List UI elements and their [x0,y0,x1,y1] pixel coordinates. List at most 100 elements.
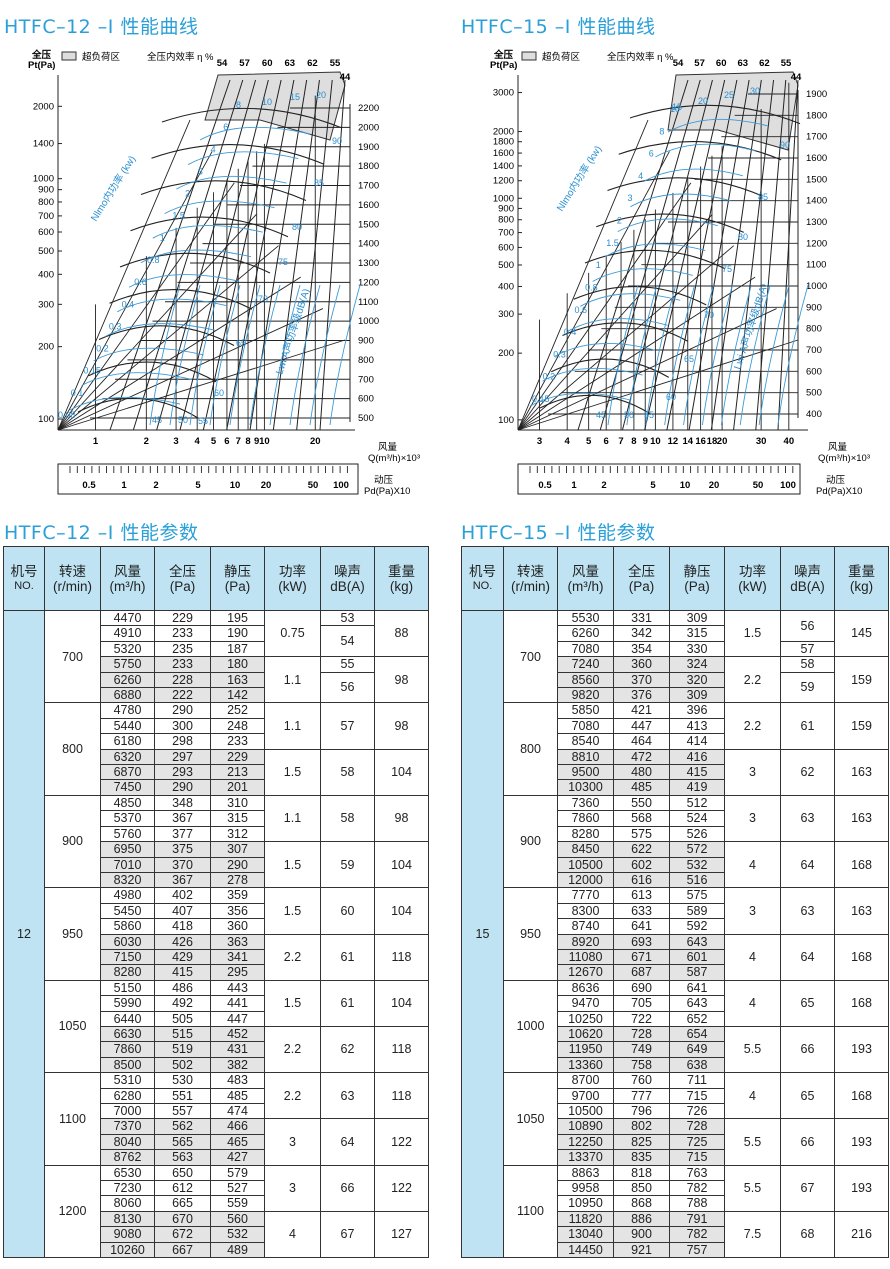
noise-value-label: 80 [292,222,302,232]
flow-cell: 5530 [557,609,614,627]
left-spec-table: 机号 NO. 转速 (r/min) 风量 (m³/h) 全压 (Pa) 静压 (Pa) 功率 (kW)… [3,546,429,1259]
power-value-label: 3 [198,166,203,176]
flow-cell: 5370 [100,810,155,827]
flow-cell: 8500 [100,1056,155,1074]
table-row: 8920 693 643 4 64 168 [462,933,889,981]
table-row: 1050 5150 486 443 1.5 61 104 [4,979,429,1074]
flow-cell: 9080 [100,1226,155,1243]
header-weight: 重量 (kg) [374,546,429,611]
power-cell: 4 [724,933,781,981]
right-performance-chart: 超负荷区 全压内效率 η % 全压 Pt(Pa) 3000 2000 1800 1600 140… [458,40,890,502]
power-cell: 4 [724,1072,781,1120]
y-tick-label: 2000 [33,101,54,112]
noise-value-label: 60 [214,388,224,398]
total-pressure-cell: 222 [154,687,211,704]
power-cell: 2.2 [724,702,781,750]
total-pressure-cell: 415 [154,964,211,981]
flow-cell: 7010 [100,856,155,873]
power-cell: 3 [724,887,781,935]
speed-cell: 1100 [44,1072,101,1166]
noise-curve [777,284,809,426]
static-pressure-cell: 763 [669,1164,725,1182]
total-pressure-cell: 690 [613,979,670,997]
weight-cell: 122 [374,1164,429,1212]
static-pressure-cell: 229 [210,748,265,766]
table-row: 6260 228 163 56 [4,671,429,704]
noise-cell: 67 [320,1210,375,1259]
total-pressure-cell: 502 [154,1056,211,1074]
power-cell: 3 [264,1118,321,1166]
weight-cell: 145 [834,609,889,658]
power-value-label: 6 [223,122,228,132]
x-tick-label: 3 [173,436,178,447]
flow-cell: 6030 [100,933,155,950]
weight-cell: 98 [374,702,429,750]
total-pressure-cell: 633 [613,902,670,920]
static-pressure-cell: 290 [210,856,265,873]
efficiency-label: 全压内效率 η % [607,51,674,63]
noise-value-label: 55 [644,410,654,420]
power-value-label: 0.1 [71,388,84,398]
noise-cell: 62 [320,1025,375,1074]
power-curve [69,396,181,411]
header-power: 功率 (kW) [724,546,781,611]
speed-label: 500 [358,413,374,424]
flow-cell: 5750 [100,656,155,673]
noise-curve [249,284,281,426]
flow-cell: 7080 [557,640,614,658]
table-row: 6180 298 233 [4,733,429,750]
noise-cell: 55 [320,656,375,673]
power-curve [117,298,228,313]
speed-label: 1000 [806,281,827,292]
noise-curve [329,284,361,426]
total-pressure-cell: 290 [154,779,211,796]
x-tick-label: 9 [643,436,648,447]
table-row: 7000 557 474 [4,1102,429,1120]
total-pressure-cell: 375 [154,841,211,858]
static-pressure-cell: 142 [210,687,265,704]
table-row: 950 4980 402 359 1.5 60 104 [4,887,429,981]
total-pressure-cell: 367 [154,810,211,827]
noise-cell: 64 [780,841,835,889]
speed-cell: 900 [44,794,101,889]
static-pressure-cell: 788 [669,1195,725,1212]
header-machine-unit: NO. [14,579,34,592]
total-pressure-cell: 530 [154,1072,211,1089]
y-axis-label: Pt(Pa) [28,60,55,71]
flow-cell: 8450 [557,841,614,858]
static-pressure-cell: 295 [210,964,265,981]
noise-curve [758,284,790,426]
noise-value-label: 75 [278,257,288,267]
top-efficiency-label: 55 [330,58,341,69]
static-pressure-cell: 414 [669,733,725,750]
table-row: 1200 6530 650 579 3 66 122 [4,1164,429,1259]
flow-cell: 6440 [100,1010,155,1027]
efficiency-diagonal [710,79,762,431]
header-machine-label: 机号 [10,563,38,579]
pressure-curve [151,144,325,165]
top-efficiency-label: 57 [694,58,705,69]
power-curve [554,343,656,357]
system-curve [517,151,670,431]
weight-cell: 98 [374,656,429,704]
header-power-unit: (kW) [738,578,767,594]
speed-label: 700 [358,374,374,385]
x-tick-label: 30 [756,436,767,447]
table-row: 6870 293 213 [4,764,429,781]
flow-cell: 7150 [100,948,155,966]
total-pressure-cell: 331 [613,609,670,627]
power-value-label: 0.08 [58,410,76,420]
power-cell: 5.5 [724,1118,781,1166]
power-value-label: 0.4 [122,299,135,309]
x-axis-label-cn: 风量 [378,442,398,453]
static-pressure-cell: 441 [210,995,265,1012]
total-pressure-cell: 429 [154,948,211,966]
y-tick-label: 1000 [493,193,514,204]
legend-swatch [521,51,537,61]
total-pressure-cell: 426 [154,933,211,950]
power-value-label: 6 [649,149,654,159]
y-axis-label: Pt(Pa) [490,60,517,71]
static-pressure-cell: 592 [669,918,725,935]
y-tick-label: 500 [498,260,514,271]
static-pressure-cell: 213 [210,764,265,781]
